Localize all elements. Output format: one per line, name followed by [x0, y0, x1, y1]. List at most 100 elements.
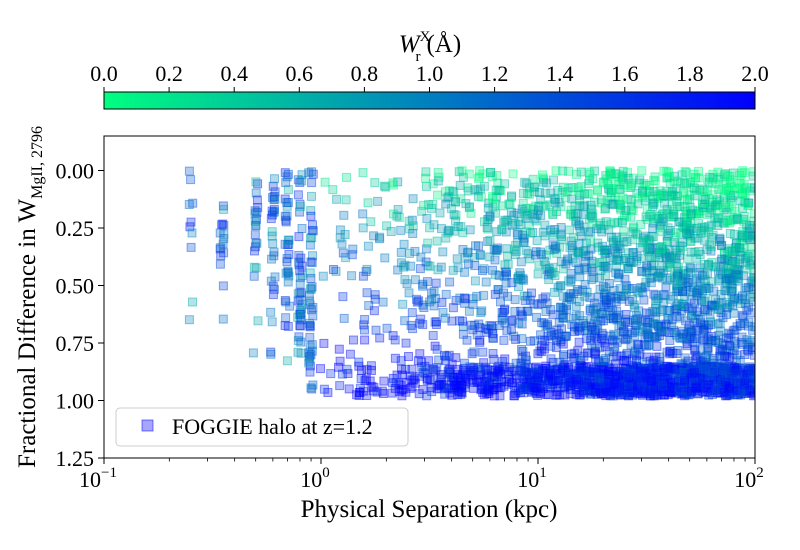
- data-point: [625, 257, 635, 267]
- data-point: [475, 335, 485, 345]
- data-point: [562, 187, 572, 197]
- data-point: [482, 382, 492, 392]
- data-point: [723, 244, 733, 254]
- data-point: [520, 370, 530, 380]
- data-point: [677, 364, 687, 373]
- data-point: [669, 238, 679, 248]
- data-point: [662, 166, 672, 176]
- data-point: [454, 167, 464, 177]
- data-point: [665, 349, 675, 359]
- data-point: [473, 370, 483, 380]
- data-point: [595, 386, 605, 396]
- data-point: [600, 204, 610, 214]
- data-point: [700, 223, 710, 233]
- data-point: [521, 227, 531, 237]
- data-point: [742, 305, 752, 315]
- data-point: [595, 343, 605, 353]
- data-point: [618, 166, 628, 176]
- data-point: [686, 267, 695, 277]
- data-point: [571, 216, 581, 226]
- data-point: [622, 371, 632, 381]
- data-point: [511, 358, 521, 368]
- data-point: [742, 381, 752, 391]
- data-point: [641, 180, 651, 190]
- data-point: [665, 273, 675, 283]
- data-point: [535, 346, 545, 356]
- data-point: [616, 292, 626, 302]
- data-point: [592, 320, 602, 330]
- data-point: [627, 360, 637, 370]
- data-point: [593, 384, 603, 394]
- data-point: [743, 365, 753, 374]
- data-point: [483, 372, 493, 382]
- data-point: [654, 248, 664, 258]
- data-point: [742, 374, 752, 384]
- data-point: [584, 214, 594, 224]
- data-point: [522, 377, 532, 387]
- x-tick-label: 101: [517, 465, 547, 492]
- data-point: [457, 380, 466, 390]
- data-point: [686, 247, 696, 257]
- data-point: [684, 229, 694, 239]
- data-point: [652, 374, 662, 384]
- data-point: [572, 169, 581, 179]
- data-point: [677, 299, 687, 309]
- colorbar-tick-label: 0.4: [220, 61, 248, 86]
- data-point: [458, 228, 468, 238]
- data-point: [590, 383, 600, 393]
- data-point: [602, 383, 612, 393]
- data-point: [671, 386, 681, 396]
- data-point: [623, 264, 633, 274]
- data-point: [409, 375, 419, 385]
- data-point: [551, 207, 561, 216]
- data-point: [627, 181, 637, 190]
- data-point: [489, 354, 499, 364]
- data-point: [663, 223, 673, 233]
- data-point: [474, 364, 484, 374]
- data-point: [675, 250, 685, 260]
- data-point: [678, 221, 687, 231]
- data-point: [711, 295, 720, 305]
- data-point: [716, 346, 726, 356]
- data-point: [692, 274, 702, 284]
- data-point: [542, 380, 552, 390]
- data-point: [394, 387, 404, 397]
- data-point: [695, 315, 705, 325]
- data-point: [598, 335, 608, 345]
- data-point: [354, 361, 364, 371]
- data-point: [541, 250, 551, 260]
- data-point: [560, 382, 570, 392]
- data-point: [712, 217, 722, 227]
- data-point: [518, 374, 528, 384]
- data-point: [739, 385, 749, 395]
- data-point: [396, 380, 406, 390]
- data-point: [492, 382, 502, 392]
- data-point: [266, 347, 276, 357]
- data-point: [703, 203, 713, 213]
- data-point: [647, 231, 657, 241]
- data-point: [560, 374, 570, 384]
- data-point: [724, 246, 734, 256]
- data-point: [721, 363, 731, 373]
- data-point: [617, 390, 627, 400]
- data-point: [294, 257, 304, 267]
- data-point: [574, 387, 584, 397]
- data-point: [742, 370, 752, 380]
- data-point: [584, 189, 594, 199]
- data-point: [470, 320, 480, 330]
- data-point: [691, 378, 701, 388]
- data-point: [686, 384, 696, 394]
- data-point: [682, 370, 692, 380]
- data-point: [681, 370, 691, 380]
- data-point: [421, 257, 431, 267]
- data-point: [737, 189, 747, 199]
- data-point: [565, 374, 575, 383]
- data-point: [658, 387, 668, 397]
- data-point: [468, 294, 478, 304]
- data-point: [686, 294, 696, 304]
- data-point: [558, 363, 568, 373]
- data-point: [570, 380, 580, 389]
- data-point: [640, 282, 650, 292]
- data-point: [619, 380, 629, 390]
- data-point: [611, 371, 621, 381]
